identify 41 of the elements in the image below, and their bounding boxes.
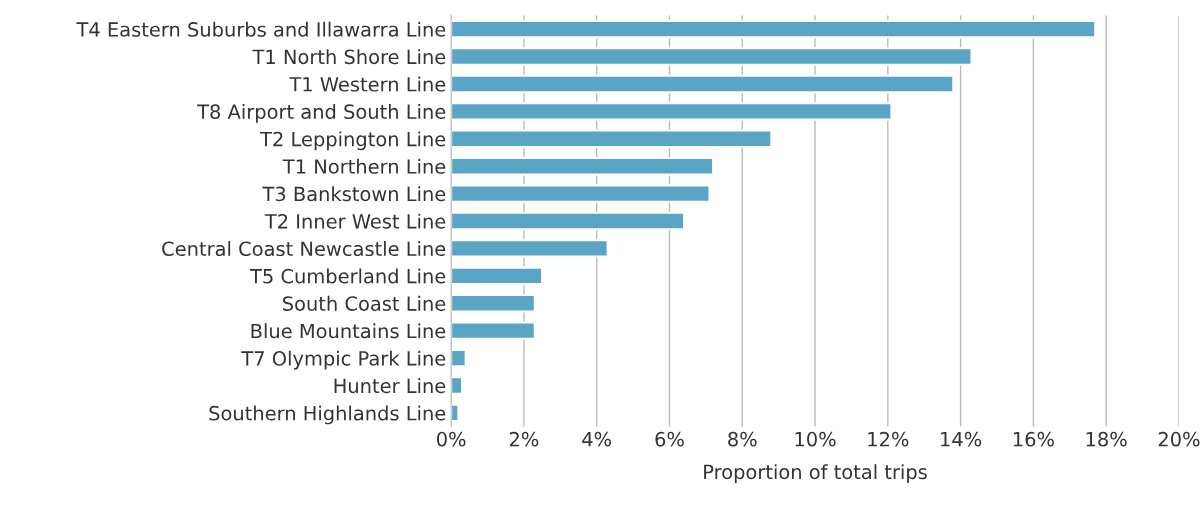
x-tick-label: 0% — [436, 431, 466, 447]
y-tick-label: Southern Highlands Line — [209, 405, 446, 425]
y-tick-label: T7 Olympic Park Line — [241, 350, 446, 370]
x-tick-label: 6% — [655, 431, 684, 447]
y-tick-label: T1 North Shore Line — [252, 49, 446, 65]
y-tick-label: T2 Leppington Line — [260, 131, 446, 151]
y-tick-label: T4 Eastern Suburbs and Illawarra Line — [76, 21, 446, 37]
x-tick-label: 12% — [868, 431, 909, 447]
bar — [451, 239, 609, 258]
y-tick-label: T8 Airport and South Line — [197, 103, 446, 123]
x-tick-label: 18% — [1086, 431, 1127, 447]
x-axis-title: Proportion of total trips — [704, 464, 927, 484]
bar — [451, 348, 467, 368]
x-tick-label: 10% — [795, 431, 836, 447]
x-tick-label: 20% — [1158, 431, 1200, 447]
bar — [451, 156, 715, 176]
x-tick-label: 8% — [728, 431, 757, 447]
x-tick-label: 4% — [582, 431, 612, 447]
bar — [451, 19, 1097, 39]
bar — [451, 47, 973, 66]
y-tick-label: Blue Mountains Line — [251, 323, 446, 339]
x-tick-label: 14% — [941, 431, 982, 447]
bar — [451, 294, 536, 313]
bar — [451, 102, 893, 121]
y-tick-label: South Coast Line — [283, 295, 446, 311]
bar — [451, 184, 711, 203]
y-tick-label: T2 Inner West Line — [264, 213, 446, 229]
y-tick-label: T5 Cumberland Line — [249, 268, 446, 284]
y-tick-label: T1 Western Line — [289, 76, 446, 92]
y-tick-label: T3 Bankstown Line — [262, 186, 446, 202]
bar — [451, 211, 686, 231]
bar — [451, 321, 536, 340]
y-tick-label: Central Coast Newcastle Line — [162, 241, 446, 257]
bar — [451, 266, 544, 286]
x-tick-label: 16% — [1013, 431, 1054, 447]
y-tick-label: Hunter Line — [334, 378, 446, 394]
x-tick-label: 2% — [509, 431, 539, 447]
bar — [451, 376, 464, 395]
y-tick-label: T1 Northern Line — [282, 158, 446, 174]
bar — [451, 74, 955, 94]
bar — [451, 129, 773, 149]
